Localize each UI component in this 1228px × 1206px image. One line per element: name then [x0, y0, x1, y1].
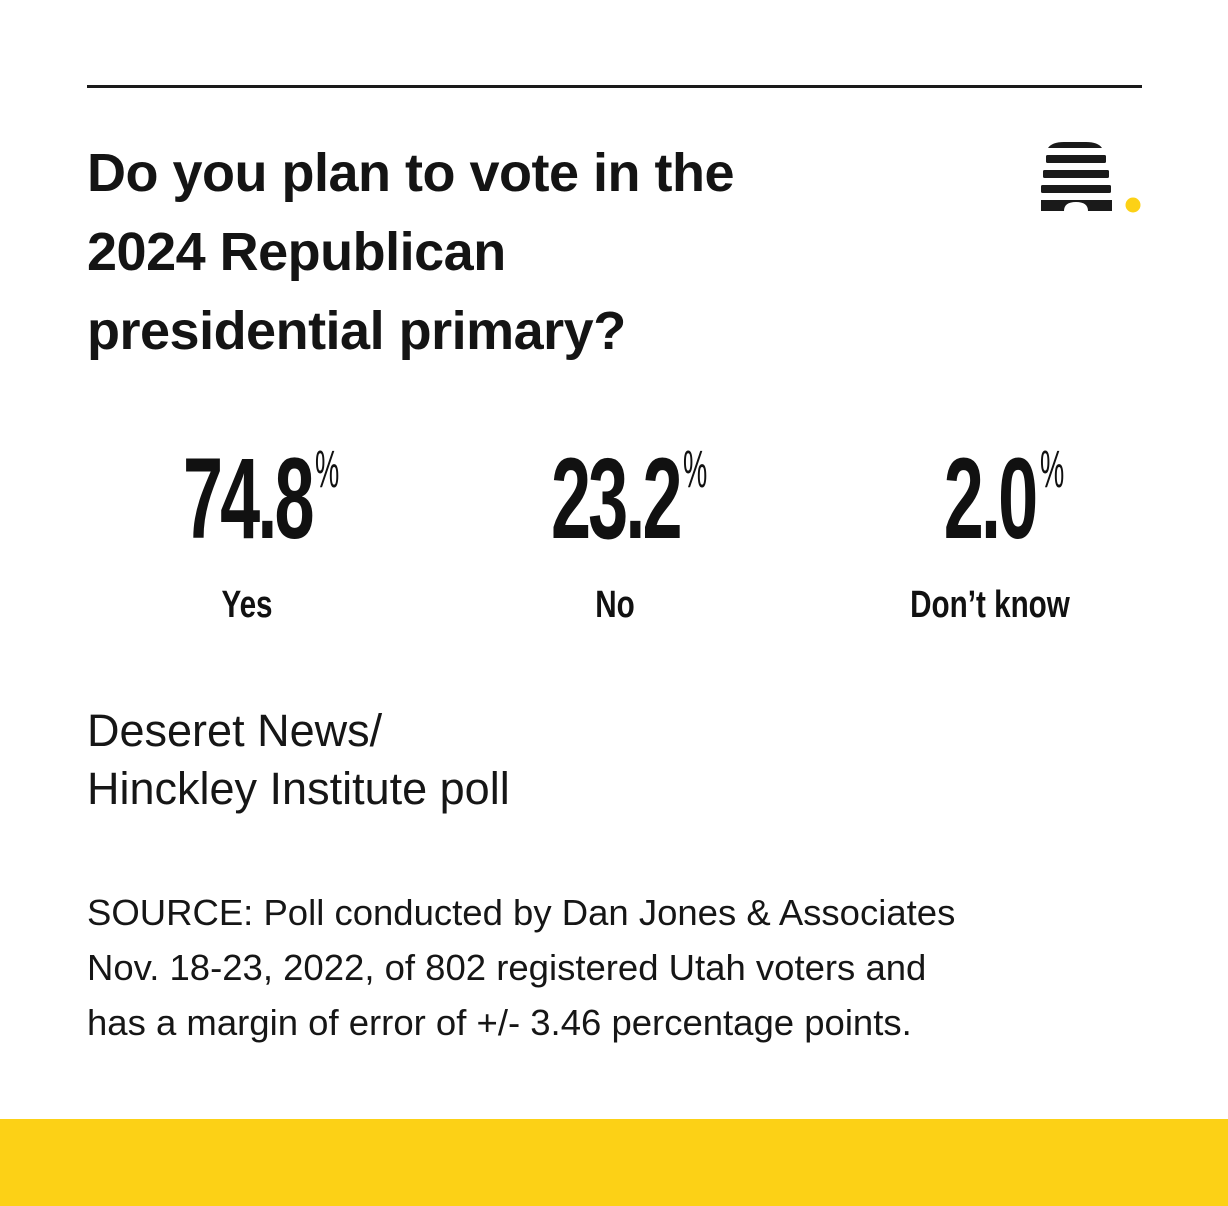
poll-name-line: Hinckley Institute poll [87, 763, 510, 814]
stat-number: 23.2% [455, 430, 775, 564]
stat-label: Don’t know [910, 584, 1070, 626]
stat-number: 74.8% [87, 430, 407, 564]
stat-value: 74.8 [182, 434, 314, 564]
source-line: SOURCE: Poll conducted by Dan Jones & As… [87, 892, 956, 933]
accent-dot [1125, 197, 1141, 213]
poll-name-line: Deseret News/ [87, 705, 383, 756]
top-divider [87, 85, 1142, 88]
stat-value: 2.0 [944, 434, 1038, 564]
stat-value: 23.2 [550, 434, 682, 564]
percent-sign: % [683, 440, 708, 500]
question-line: Do you plan to vote in the [87, 143, 735, 203]
poll-name: Deseret News/ Hinckley Institute poll [87, 702, 787, 818]
stat-label: Yes [221, 584, 273, 626]
percent-sign: % [315, 440, 340, 500]
stat-dont-know: 2.0% Don’t know [830, 430, 1150, 640]
source-line: Nov. 18-23, 2022, of 802 registered Utah… [87, 947, 927, 988]
stat-no: 23.2% No [455, 430, 775, 640]
question-title: Do you plan to vote in the 2024 Republic… [87, 134, 847, 371]
question-line: 2024 Republican [87, 222, 506, 282]
source-line: has a margin of error of +/- 3.46 percen… [87, 1002, 912, 1043]
beehive-icon [1041, 142, 1141, 213]
stat-label: No [595, 584, 635, 626]
stat-number: 2.0% [830, 430, 1150, 564]
bottom-accent-band [0, 1119, 1228, 1206]
percent-sign: % [1039, 440, 1064, 500]
poll-results: 74.8% Yes 23.2% No 2.0% Don’t know [0, 430, 1228, 650]
question-line: presidential primary? [87, 301, 626, 361]
stat-yes: 74.8% Yes [87, 430, 407, 640]
source-note: SOURCE: Poll conducted by Dan Jones & As… [87, 885, 1147, 1050]
